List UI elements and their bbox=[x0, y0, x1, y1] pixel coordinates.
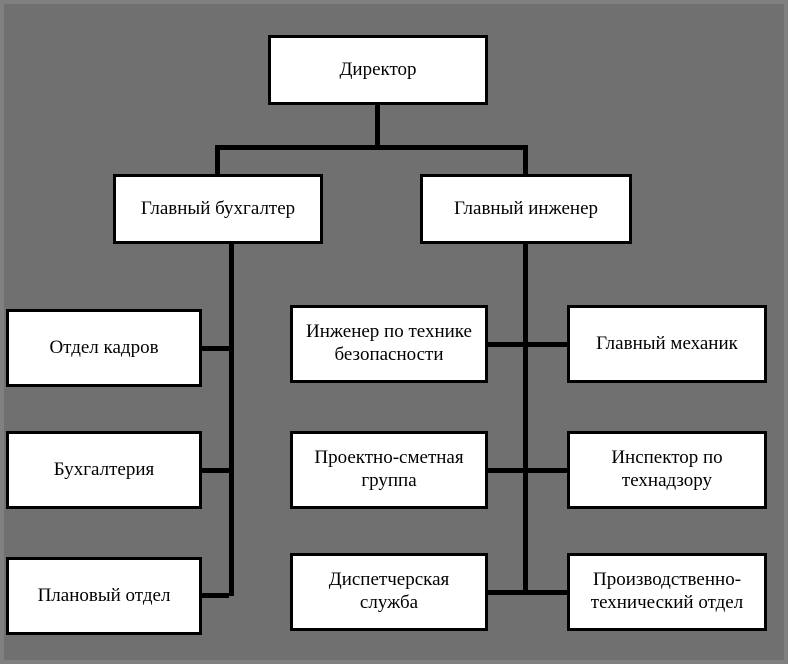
node-safety-engineer: Инженер по технике безопасности bbox=[290, 305, 488, 383]
node-label: Бухгалтерия bbox=[54, 459, 154, 482]
edge bbox=[215, 145, 528, 150]
edge bbox=[202, 468, 229, 473]
org-chart-canvas: Директор Главный бухгалтер Главный инжен… bbox=[4, 4, 784, 660]
node-prod-tech: Производственно-технический отдел bbox=[567, 553, 767, 631]
node-chief-mechanic: Главный механик bbox=[567, 305, 767, 383]
edge bbox=[523, 145, 528, 174]
node-label: Плановый отдел bbox=[38, 585, 171, 608]
node-chief-engineer: Главный инженер bbox=[420, 174, 632, 244]
edge bbox=[488, 342, 567, 347]
node-planning: Плановый отдел bbox=[6, 557, 202, 635]
node-label: Инженер по технике безопасности bbox=[303, 321, 475, 367]
node-label: Производственно-технический отдел bbox=[580, 569, 754, 615]
node-director: Директор bbox=[268, 35, 488, 105]
node-project-group: Проектно-сметная группа bbox=[290, 431, 488, 509]
node-label: Главный механик bbox=[596, 333, 738, 356]
edge bbox=[488, 590, 567, 595]
edge bbox=[202, 593, 229, 598]
node-tech-inspector: Инспектор по технадзору bbox=[567, 431, 767, 509]
edge bbox=[375, 105, 380, 145]
node-chief-accountant: Главный бухгалтер bbox=[113, 174, 323, 244]
node-dispatch: Диспетчерская служба bbox=[290, 553, 488, 631]
edge bbox=[229, 244, 234, 596]
node-label: Главный инженер bbox=[454, 198, 598, 221]
edge bbox=[215, 145, 220, 174]
node-label: Диспетчерская служба bbox=[303, 569, 475, 615]
node-hr: Отдел кадров bbox=[6, 309, 202, 387]
node-label: Главный бухгалтер bbox=[141, 198, 295, 221]
edge bbox=[523, 244, 528, 595]
node-label: Проектно-сметная группа bbox=[303, 447, 475, 493]
edge bbox=[488, 468, 567, 473]
node-label: Директор bbox=[339, 59, 416, 82]
node-label: Отдел кадров bbox=[49, 337, 158, 360]
node-label: Инспектор по технадзору bbox=[580, 447, 754, 493]
edge bbox=[202, 346, 229, 351]
node-accounting: Бухгалтерия bbox=[6, 431, 202, 509]
